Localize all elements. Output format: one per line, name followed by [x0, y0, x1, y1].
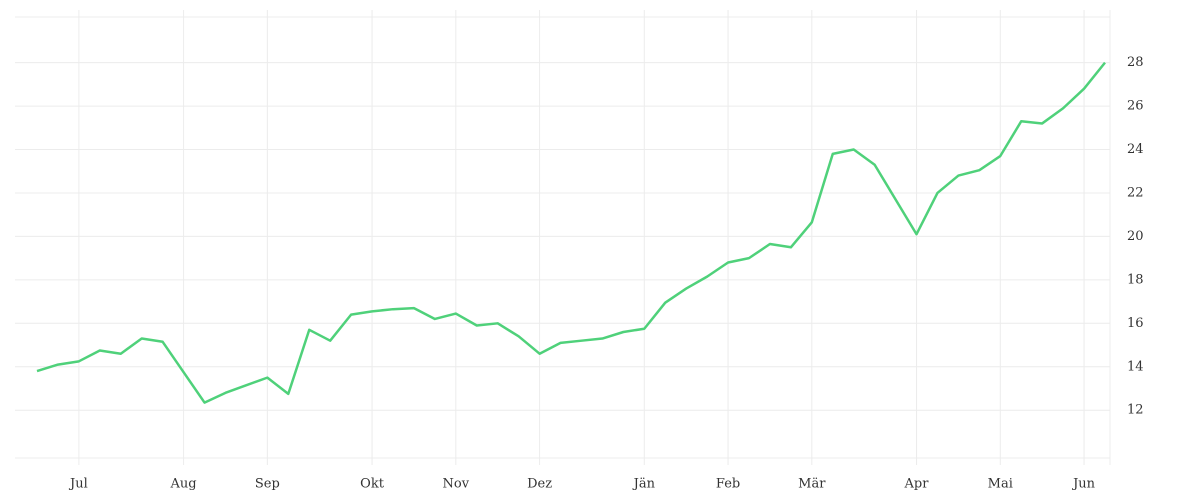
x-tick-label: Mai: [988, 477, 1013, 492]
x-tick-label: Sep: [255, 477, 280, 492]
y-tick-label: 12: [1127, 403, 1144, 418]
y-tick-label: 24: [1127, 142, 1144, 157]
x-tick-label: Dez: [527, 477, 552, 492]
y-tick-label: 26: [1127, 99, 1144, 114]
y-tick-label: 28: [1127, 55, 1144, 70]
y-tick-label: 14: [1127, 359, 1144, 374]
x-tick-label: Feb: [716, 477, 740, 492]
y-tick-label: 16: [1127, 316, 1144, 331]
x-tick-label: Aug: [170, 477, 197, 492]
y-tick-label: 20: [1127, 229, 1144, 244]
x-tick-label: Jul: [68, 477, 88, 492]
x-tick-label: Jän: [632, 477, 656, 492]
x-tick-label: Nov: [443, 477, 470, 492]
data-line: [36, 61, 1106, 404]
y-tick-label: 18: [1127, 272, 1144, 287]
x-tick-label: Mär: [798, 477, 826, 492]
x-tick-label: Jun: [1071, 477, 1096, 492]
x-tick-label: Okt: [360, 477, 385, 492]
y-tick-label: 22: [1127, 185, 1144, 200]
x-tick-label: Apr: [904, 477, 930, 492]
